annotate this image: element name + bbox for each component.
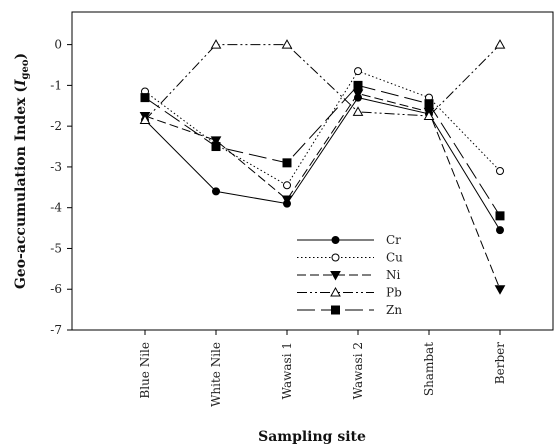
data-point-marker	[139, 114, 151, 125]
legend-marker	[331, 253, 340, 262]
x-tick-label: Blue Nile	[138, 342, 152, 399]
data-point-marker	[210, 39, 222, 49]
data-point-marker	[495, 211, 505, 221]
x-axis: Blue Nile White Nile Wawasi 1 Wawasi 2 Shamb…	[138, 330, 507, 407]
series-line	[144, 70, 501, 186]
data-point-marker	[212, 187, 220, 196]
y-tick-label: -2	[50, 119, 62, 133]
data-point-marker	[352, 89, 364, 100]
legend-label: Cu	[386, 251, 403, 265]
data-point-marker	[282, 158, 292, 168]
legend-label: Cr	[386, 233, 401, 247]
legend-item-pb: Pb	[297, 286, 402, 300]
series-line	[144, 92, 501, 290]
y-tick-label: -4	[50, 201, 62, 215]
plot-frame	[71, 11, 554, 331]
legend-marker	[331, 236, 340, 244]
series-pb	[139, 39, 506, 125]
series-line	[144, 97, 501, 231]
y-axis: 0 -1 -2 -3 -4 -5 -6 -7	[50, 38, 72, 337]
y-tick-label: -7	[50, 323, 62, 337]
y-tick-label: -1	[50, 78, 62, 92]
legend-item-cr: Cr	[297, 233, 401, 247]
series-cr	[141, 93, 504, 235]
y-tick-label: -6	[50, 282, 62, 296]
legend-item-zn: Zn	[297, 303, 402, 317]
data-point-marker	[353, 80, 363, 90]
x-axis-title: Sampling site	[258, 429, 366, 445]
legend-item-ni: Ni	[297, 268, 401, 282]
data-point-marker	[494, 285, 506, 295]
series-line	[144, 44, 501, 121]
data-point-marker	[496, 167, 504, 175]
legend-label: Zn	[386, 303, 402, 317]
data-point-marker	[352, 106, 364, 116]
x-tick-label: Berber	[493, 342, 507, 384]
x-tick-label: Wawasi 1	[280, 342, 294, 399]
x-tick-label: Wawasi 2	[351, 342, 365, 399]
series-zn	[140, 80, 505, 221]
legend-label: Pb	[386, 286, 402, 300]
legend-item-cu: Cu	[297, 251, 403, 265]
y-tick-label: 0	[54, 38, 62, 52]
x-tick-label: Shambat	[422, 342, 436, 396]
data-point-marker	[211, 142, 221, 152]
data-point-marker	[210, 136, 222, 146]
legend-marker	[331, 305, 340, 315]
data-point-marker	[423, 110, 435, 120]
data-point-marker	[281, 39, 293, 49]
legend-marker	[330, 286, 341, 297]
y-tick-label: -5	[50, 241, 62, 255]
series-layer	[139, 39, 506, 295]
y-tick-label: -3	[50, 160, 62, 174]
y-axis-title: Geo-accumulation Index (Igeo)	[13, 53, 31, 289]
x-tick-label: White Nile	[209, 342, 223, 407]
data-point-marker	[283, 181, 291, 190]
legend-label: Ni	[386, 268, 401, 282]
data-point-marker	[494, 39, 506, 49]
legend: Cr Cu Ni Pb Zn	[297, 233, 403, 317]
data-point-marker	[496, 226, 504, 235]
legend-marker	[330, 271, 341, 281]
data-point-marker	[424, 99, 434, 109]
data-point-marker	[140, 93, 150, 103]
data-point-marker	[281, 195, 293, 206]
data-point-marker	[354, 67, 362, 76]
series-ni	[139, 89, 506, 295]
